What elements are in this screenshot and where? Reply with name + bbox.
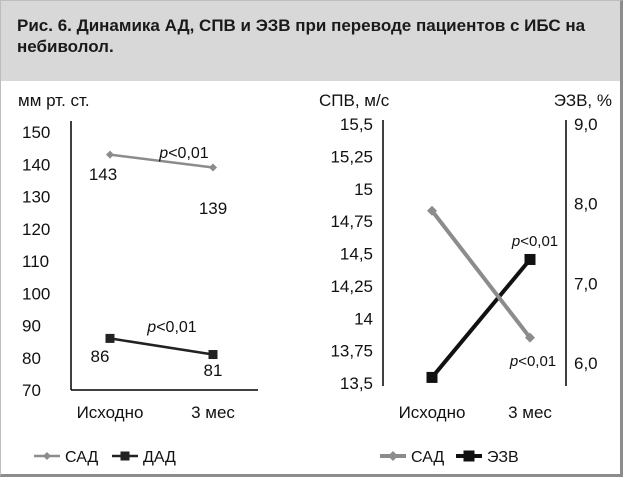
chart2-ezv-point (524, 253, 536, 265)
chart1-y-tick-label: 100 (22, 284, 50, 303)
chart1-sad-p-label: p<0,01 (158, 145, 208, 162)
chart2-legend-sad-label: САД (411, 449, 444, 466)
chart2-x-tick-label: Исходно (399, 403, 466, 422)
figure-frame: Рис. 6. Динамика АД, СПВ и ЭЗВ при перев… (0, 0, 623, 477)
chart1-legend-dad-label: ДАД (143, 449, 176, 466)
chart1-sad-line (109, 153, 214, 169)
chart2-x-tick-label: 3 мес (508, 403, 552, 422)
chart1-legend-sad-marker (43, 452, 51, 460)
chart2-sad-point (525, 332, 535, 343)
chart2-legend-ezv-label: ЭЗВ (487, 449, 519, 466)
chart2-y-tick-label-left: 15,25 (330, 147, 373, 166)
chart1-sad-point (209, 163, 217, 172)
chart2-y-tick-label-right: 8,0 (574, 195, 598, 214)
chart2-legend-ezv-marker (463, 450, 475, 462)
chart1-y-tick-label: 120 (22, 220, 50, 239)
figure-title: Рис. 6. Динамика АД, СПВ и ЭЗВ при перев… (17, 16, 586, 56)
chart1-dad-data-label: 86 (91, 347, 110, 366)
chart2-y-axis-label-right: ЭЗВ, % (554, 91, 612, 110)
chart1-legend-dad-marker (120, 451, 130, 461)
chart1-dad-p-label: p<0,01 (146, 319, 196, 336)
chart1-dad-data-label: 81 (204, 361, 223, 380)
chart1-legend-sad-label: САД (65, 449, 98, 466)
chart2-y-tick-label-right: 6,0 (574, 354, 598, 373)
chart1-y-tick-label: 70 (22, 381, 41, 400)
chart1-y-tick-label: 130 (22, 188, 50, 207)
chart2-y-tick-label-right: 9,0 (574, 115, 598, 134)
chart2-ezv-point (426, 371, 438, 383)
chart2-legend-sad-marker (388, 451, 398, 461)
chart1-y-tick-label: 150 (22, 123, 50, 142)
chart1-dad-line (109, 337, 214, 356)
figure-header: Рис. 6. Динамика АД, СПВ и ЭЗВ при перев… (1, 1, 620, 81)
chart2-sad-point (427, 205, 437, 216)
chart1-sad-data-label: 139 (199, 199, 227, 218)
chart2-y-tick-label-left: 14 (354, 309, 373, 328)
chart2-y-tick-label-left: 13,75 (330, 342, 373, 361)
chart1-y-tick-label: 90 (22, 317, 41, 336)
chart1-dad-point (208, 350, 218, 360)
chart1-sad-point (106, 150, 114, 159)
chart2-y-tick-label-left: 14,75 (330, 212, 373, 231)
chart1-y-tick-label: 140 (22, 155, 50, 174)
chart2-sad-line (430, 209, 532, 339)
chart1-sad-data-label: 143 (89, 165, 117, 184)
chart1-dad-point (105, 333, 115, 343)
chart2-y-tick-label-left: 13,5 (340, 374, 373, 393)
chart2-sad-p-label: p<0,01 (509, 353, 556, 370)
chart2-y-tick-label-left: 15 (354, 180, 373, 199)
chart2-y-axis-label-left: СПВ, м/с (319, 91, 390, 110)
chart1-x-tick-label: 3 мес (191, 403, 235, 422)
chart1-y-axis-label: мм рт. ст. (18, 91, 90, 110)
chart2-y-tick-label-left: 14,25 (330, 277, 373, 296)
chart1-x-tick-label: Исходно (77, 403, 144, 422)
chart1-y-tick-label: 80 (22, 349, 41, 368)
chart2-y-tick-label-left: 15,5 (340, 115, 373, 134)
chart2-ezv-p-label: p<0,01 (511, 233, 558, 250)
chart2-ezv-line (430, 258, 532, 379)
chart2-y-tick-label-left: 14,5 (340, 245, 373, 264)
chart2-y-tick-label-right: 7,0 (574, 274, 598, 293)
chart1-y-tick-label: 110 (22, 252, 49, 271)
